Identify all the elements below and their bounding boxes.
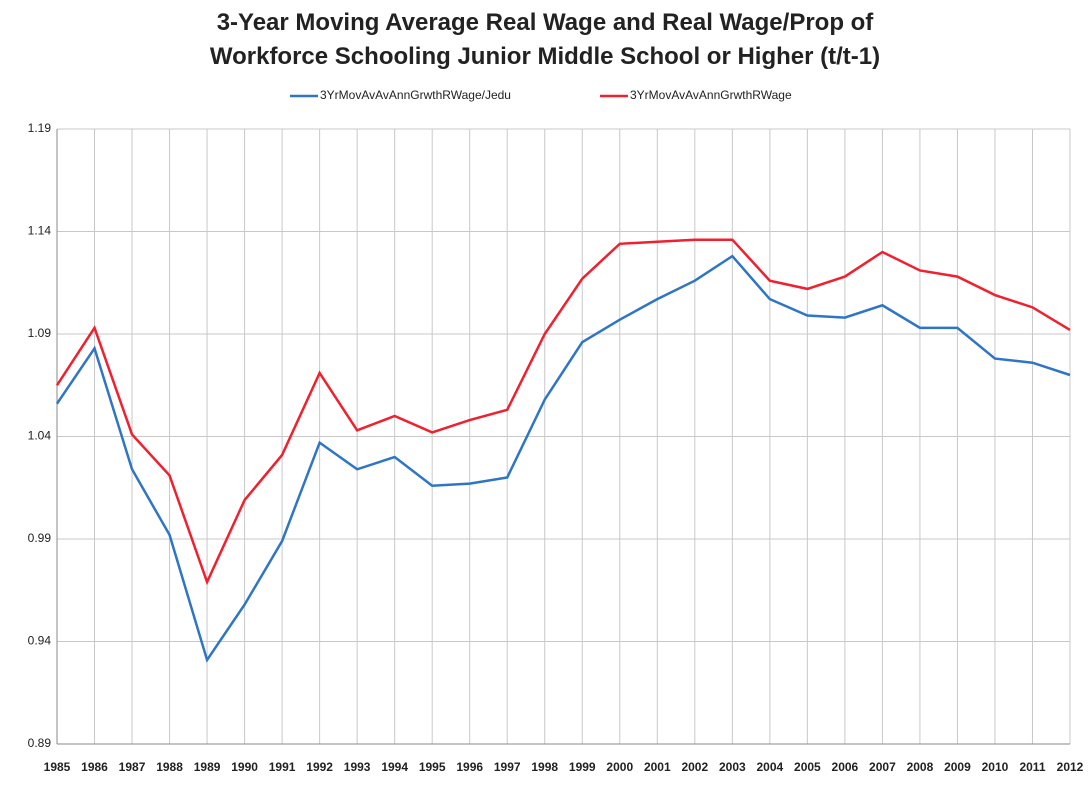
y-tick-label: 0.94 bbox=[28, 634, 52, 648]
x-tick-label: 1988 bbox=[156, 760, 183, 774]
x-tick-label: 2000 bbox=[606, 760, 633, 774]
x-tick-label: 1985 bbox=[44, 760, 71, 774]
y-tick-label: 0.99 bbox=[28, 531, 52, 545]
chart-title: 3-Year Moving Average Real Wage and Real… bbox=[209, 9, 881, 70]
y-tick-label: 1.04 bbox=[28, 429, 52, 443]
series-line bbox=[55, 254, 1071, 663]
x-tick-label: 1999 bbox=[569, 760, 596, 774]
x-tick-label: 2011 bbox=[1019, 760, 1045, 774]
x-tick-label: 1991 bbox=[269, 760, 296, 774]
y-tick-label: 1.19 bbox=[28, 121, 52, 135]
x-tick-label: 2006 bbox=[832, 760, 859, 774]
x-tick-label: 2005 bbox=[794, 760, 821, 774]
x-tick-label: 1987 bbox=[119, 760, 146, 774]
x-tick-label: 2009 bbox=[944, 760, 971, 774]
y-tick-label: 1.14 bbox=[28, 224, 52, 238]
x-tick-label: 1997 bbox=[494, 760, 521, 774]
x-tick-label: 2008 bbox=[907, 760, 934, 774]
x-tick-label: 2012 bbox=[1057, 760, 1084, 774]
y-tick-label: 1.09 bbox=[28, 326, 52, 340]
x-tick-label: 1995 bbox=[419, 760, 446, 774]
x-tick-label: 1990 bbox=[231, 760, 258, 774]
x-tick-label: 1998 bbox=[531, 760, 558, 774]
y-tick-label: 0.89 bbox=[28, 736, 52, 750]
x-tick-label: 2007 bbox=[869, 760, 896, 774]
x-tick-label: 1986 bbox=[81, 760, 108, 774]
x-tick-label: 1989 bbox=[194, 760, 221, 774]
legend-label: 3YrMovAvAvAnnGrwthRWage/Jedu bbox=[320, 88, 511, 102]
series-line bbox=[55, 238, 1071, 586]
legend-label: 3YrMovAvAvAnnGrwthRWage bbox=[630, 88, 792, 102]
x-tick-label: 1994 bbox=[381, 760, 408, 774]
x-tick-label: 1993 bbox=[344, 760, 371, 774]
x-tick-label: 2004 bbox=[757, 760, 784, 774]
x-tick-label: 2003 bbox=[719, 760, 746, 774]
x-tick-label: 2010 bbox=[982, 760, 1009, 774]
x-tick-label: 1996 bbox=[456, 760, 483, 774]
x-tick-label: 2001 bbox=[644, 760, 671, 774]
x-tick-label: 2002 bbox=[681, 760, 708, 774]
x-tick-label: 1992 bbox=[306, 760, 333, 774]
